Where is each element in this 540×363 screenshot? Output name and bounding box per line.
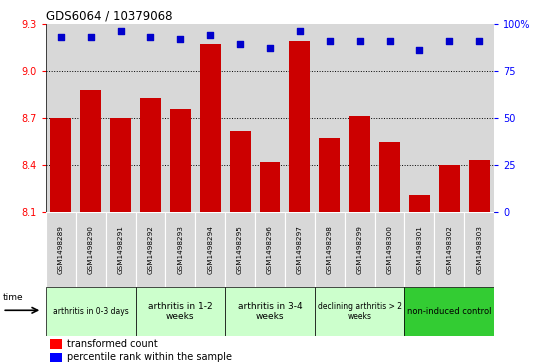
- Bar: [375, 24, 404, 212]
- Bar: [315, 212, 345, 287]
- Bar: [136, 212, 165, 287]
- Text: time: time: [2, 293, 23, 302]
- Bar: [379, 142, 400, 212]
- Point: [86, 34, 95, 40]
- Bar: [375, 212, 404, 287]
- Bar: [404, 24, 434, 212]
- Bar: [434, 24, 464, 212]
- Bar: [260, 162, 280, 212]
- Bar: [409, 195, 430, 212]
- Bar: [255, 24, 285, 212]
- Text: GSM1498289: GSM1498289: [58, 225, 64, 274]
- Text: GSM1498295: GSM1498295: [237, 225, 243, 274]
- Bar: [315, 24, 345, 212]
- Bar: [165, 212, 195, 287]
- Bar: [50, 352, 62, 362]
- Bar: [136, 287, 225, 336]
- Bar: [439, 165, 460, 212]
- Text: GSM1498300: GSM1498300: [387, 225, 393, 274]
- Point: [116, 28, 125, 34]
- Text: GSM1498301: GSM1498301: [416, 225, 422, 274]
- Bar: [46, 287, 136, 336]
- Text: arthritis in 3-4
weeks: arthritis in 3-4 weeks: [238, 302, 302, 321]
- Bar: [140, 98, 161, 212]
- Bar: [315, 287, 404, 336]
- Bar: [349, 117, 370, 212]
- Point: [445, 38, 454, 44]
- Text: GSM1498294: GSM1498294: [207, 225, 213, 274]
- Bar: [404, 212, 434, 287]
- Point: [475, 38, 483, 44]
- Bar: [225, 212, 255, 287]
- Text: GSM1498290: GSM1498290: [87, 225, 94, 274]
- Point: [57, 34, 65, 40]
- Text: GSM1498296: GSM1498296: [267, 225, 273, 274]
- Bar: [76, 24, 106, 212]
- Bar: [319, 138, 340, 212]
- Bar: [230, 131, 251, 212]
- Point: [295, 28, 304, 34]
- Bar: [106, 212, 136, 287]
- Bar: [289, 41, 310, 212]
- Bar: [200, 44, 221, 212]
- Text: GSM1498302: GSM1498302: [446, 225, 453, 274]
- Bar: [110, 118, 131, 212]
- Text: GSM1498298: GSM1498298: [327, 225, 333, 274]
- Point: [146, 34, 155, 40]
- Bar: [285, 24, 315, 212]
- Text: GSM1498303: GSM1498303: [476, 225, 482, 274]
- Bar: [195, 24, 225, 212]
- Text: GDS6064 / 10379068: GDS6064 / 10379068: [46, 9, 172, 22]
- Text: arthritis in 0-3 days: arthritis in 0-3 days: [53, 307, 129, 316]
- Bar: [255, 212, 285, 287]
- Text: GSM1498291: GSM1498291: [118, 225, 124, 274]
- Text: declining arthritis > 2
weeks: declining arthritis > 2 weeks: [318, 302, 402, 321]
- Point: [236, 41, 245, 47]
- Text: GSM1498299: GSM1498299: [356, 225, 363, 274]
- Bar: [225, 287, 315, 336]
- Bar: [170, 109, 191, 212]
- Bar: [195, 212, 225, 287]
- Point: [176, 36, 185, 42]
- Bar: [76, 212, 106, 287]
- Point: [266, 45, 274, 51]
- Bar: [225, 24, 255, 212]
- Bar: [46, 24, 76, 212]
- Bar: [165, 24, 195, 212]
- Bar: [345, 212, 375, 287]
- Bar: [464, 212, 494, 287]
- Bar: [80, 90, 101, 212]
- Point: [385, 38, 394, 44]
- Text: non-induced control: non-induced control: [407, 307, 491, 316]
- Bar: [50, 339, 62, 348]
- Point: [415, 47, 424, 53]
- Text: GSM1498293: GSM1498293: [177, 225, 184, 274]
- Text: percentile rank within the sample: percentile rank within the sample: [68, 352, 232, 362]
- Bar: [136, 24, 165, 212]
- Text: arthritis in 1-2
weeks: arthritis in 1-2 weeks: [148, 302, 213, 321]
- Bar: [50, 118, 71, 212]
- Point: [355, 38, 364, 44]
- Point: [206, 32, 214, 38]
- Bar: [106, 24, 136, 212]
- Bar: [434, 212, 464, 287]
- Bar: [345, 24, 375, 212]
- Bar: [285, 212, 315, 287]
- Point: [326, 38, 334, 44]
- Bar: [464, 24, 494, 212]
- Bar: [46, 212, 76, 287]
- Text: GSM1498292: GSM1498292: [147, 225, 153, 274]
- Bar: [404, 287, 494, 336]
- Text: GSM1498297: GSM1498297: [297, 225, 303, 274]
- Text: transformed count: transformed count: [68, 339, 158, 349]
- Bar: [469, 160, 490, 212]
